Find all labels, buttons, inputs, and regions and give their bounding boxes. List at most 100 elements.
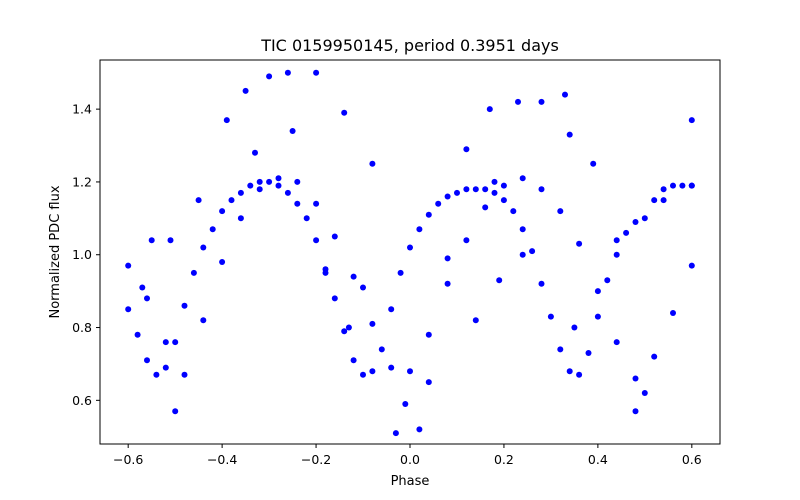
data-point bbox=[590, 160, 597, 167]
data-point bbox=[181, 371, 188, 378]
data-point bbox=[181, 302, 188, 309]
data-point bbox=[613, 339, 620, 346]
data-point bbox=[172, 408, 179, 415]
data-point bbox=[125, 262, 132, 269]
data-point bbox=[482, 204, 489, 211]
points-layer bbox=[125, 69, 695, 437]
data-point bbox=[566, 131, 573, 138]
data-point bbox=[360, 284, 366, 291]
data-point bbox=[670, 182, 676, 189]
data-point bbox=[388, 364, 395, 371]
y-axis-label: Normalized PDC flux bbox=[48, 185, 63, 318]
data-point bbox=[688, 117, 695, 124]
y-tick-label: 0.6 bbox=[72, 393, 92, 408]
data-point bbox=[641, 215, 648, 222]
data-point bbox=[519, 226, 526, 233]
data-point bbox=[425, 211, 432, 218]
data-point bbox=[350, 273, 357, 280]
data-point bbox=[491, 178, 498, 185]
data-point bbox=[613, 237, 620, 244]
data-point bbox=[594, 288, 601, 295]
data-point bbox=[284, 189, 291, 196]
data-point bbox=[613, 251, 620, 258]
data-point bbox=[670, 310, 676, 316]
data-point bbox=[641, 390, 648, 396]
data-point bbox=[397, 269, 404, 276]
data-point bbox=[266, 178, 273, 185]
data-point bbox=[294, 200, 301, 207]
data-point bbox=[463, 186, 470, 193]
data-point bbox=[162, 339, 169, 346]
data-point bbox=[369, 368, 376, 375]
data-point bbox=[500, 197, 507, 204]
y-tick-label: 1.0 bbox=[72, 247, 92, 262]
data-point bbox=[623, 229, 630, 236]
x-tick-label: −0.6 bbox=[113, 452, 143, 467]
data-point bbox=[266, 73, 273, 80]
data-point bbox=[515, 98, 521, 105]
data-point bbox=[284, 69, 291, 76]
data-point bbox=[289, 128, 296, 134]
data-point bbox=[486, 106, 493, 113]
x-axis-label: Phase bbox=[391, 474, 430, 489]
x-tick-label: 0.0 bbox=[400, 452, 420, 467]
data-point bbox=[500, 182, 507, 189]
data-point bbox=[519, 175, 526, 182]
x-tick-label: 0.4 bbox=[588, 452, 608, 467]
data-point bbox=[237, 215, 244, 222]
data-point bbox=[144, 295, 150, 302]
data-point bbox=[576, 240, 583, 247]
data-point bbox=[557, 346, 564, 353]
data-point bbox=[571, 324, 578, 331]
data-point bbox=[463, 146, 470, 153]
data-point bbox=[482, 186, 489, 193]
chart-title: TIC 0159950145, period 0.3951 days bbox=[260, 36, 559, 55]
x-tick-label: −0.2 bbox=[301, 452, 331, 467]
x-tick-label: −0.4 bbox=[207, 452, 237, 467]
data-point bbox=[322, 269, 329, 276]
data-point bbox=[496, 277, 503, 284]
data-point bbox=[153, 371, 160, 378]
data-point bbox=[219, 259, 226, 265]
data-point bbox=[237, 189, 244, 196]
data-point bbox=[562, 91, 568, 98]
data-point bbox=[604, 277, 611, 284]
x-tick-label: 0.6 bbox=[682, 452, 702, 467]
data-point bbox=[341, 109, 348, 116]
data-point bbox=[195, 197, 202, 204]
data-point bbox=[416, 426, 423, 433]
data-point bbox=[209, 226, 216, 233]
data-point bbox=[688, 182, 695, 189]
data-point bbox=[275, 175, 282, 182]
data-point bbox=[252, 149, 258, 156]
plot-area bbox=[100, 60, 720, 444]
data-point bbox=[313, 69, 320, 76]
data-point bbox=[200, 244, 207, 251]
data-point bbox=[392, 430, 399, 437]
data-point bbox=[435, 200, 442, 207]
data-point bbox=[200, 317, 207, 324]
data-point bbox=[402, 401, 409, 407]
data-point bbox=[585, 350, 592, 356]
data-point bbox=[632, 375, 639, 382]
data-point bbox=[341, 328, 348, 335]
data-point bbox=[219, 208, 226, 215]
data-point bbox=[294, 178, 301, 185]
data-point bbox=[223, 117, 230, 124]
data-point bbox=[190, 269, 197, 276]
data-point bbox=[331, 233, 338, 240]
data-point bbox=[388, 306, 395, 313]
data-point bbox=[407, 368, 413, 375]
data-point bbox=[167, 237, 174, 244]
data-point bbox=[125, 306, 132, 313]
data-point bbox=[256, 186, 263, 193]
data-point bbox=[331, 295, 338, 302]
data-point bbox=[660, 186, 667, 193]
data-point bbox=[416, 226, 423, 233]
data-point bbox=[162, 364, 169, 371]
data-point bbox=[242, 87, 249, 94]
data-point bbox=[228, 197, 235, 204]
x-tick-label: 0.2 bbox=[494, 452, 514, 467]
